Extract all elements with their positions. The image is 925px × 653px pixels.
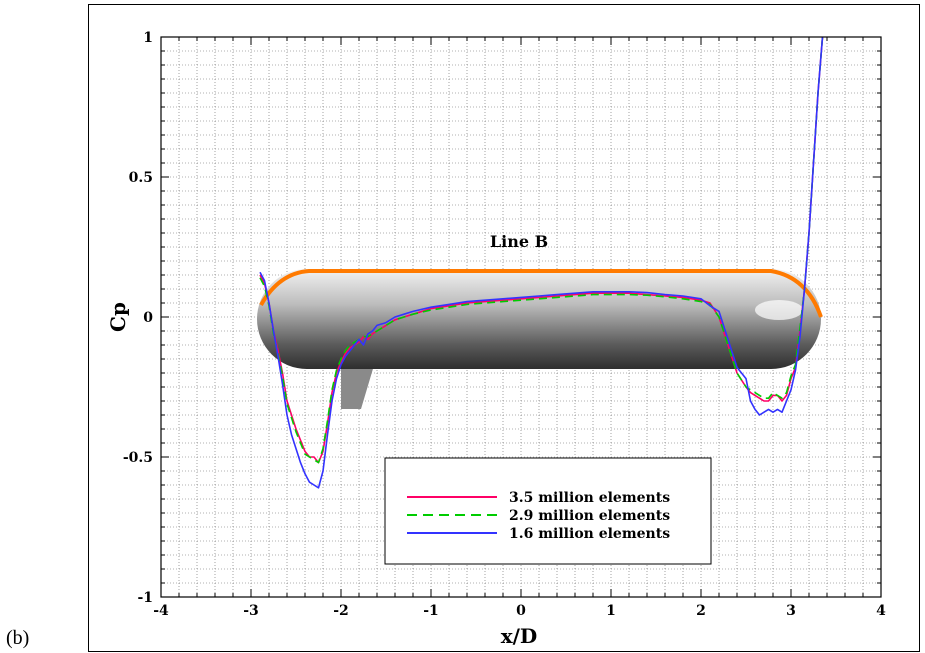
x-tick-label: 4 [876, 603, 886, 619]
airship-fin [341, 362, 375, 409]
x-tick-label: -3 [243, 603, 259, 619]
legend-label-1: 3.5 million elements [509, 490, 670, 506]
legend-label-2: 2.9 million elements [509, 508, 670, 524]
legend: 3.5 million elements 2.9 million elements… [385, 458, 711, 564]
y-tick-label: 0.5 [129, 170, 153, 186]
x-tick-label: 0 [516, 603, 526, 619]
figure-frame: -4 -3 -2 -1 0 1 2 3 4 -1 -0.5 0 0.5 1 Line B x/D Cp 3… [88, 4, 920, 652]
x-tick-label: 3 [786, 603, 796, 619]
x-tick-label: 2 [696, 603, 706, 619]
panel-label: (b) [6, 627, 29, 650]
y-axis-label: Cp [106, 302, 130, 332]
series-line-3 [260, 37, 823, 488]
y-tick-label: 1 [143, 30, 153, 46]
x-tick-label: -2 [333, 603, 349, 619]
annotation-line-b: Line B [490, 232, 548, 251]
x-axis-label: x/D [501, 624, 538, 648]
y-tick-label: -0.5 [123, 450, 153, 466]
y-tick-label: -1 [137, 590, 153, 606]
airship-highlight [755, 300, 803, 320]
legend-label-3: 1.6 million elements [509, 526, 670, 542]
x-tick-label: -4 [153, 603, 169, 619]
y-tick-label: 0 [143, 310, 153, 326]
series-layer [260, 37, 823, 488]
cp-chart: -4 -3 -2 -1 0 1 2 3 4 -1 -0.5 0 0.5 1 Line B x/D Cp 3… [89, 5, 919, 651]
x-tick-label: -1 [423, 603, 439, 619]
airship-body [257, 269, 821, 369]
x-tick-label: 1 [606, 603, 616, 619]
